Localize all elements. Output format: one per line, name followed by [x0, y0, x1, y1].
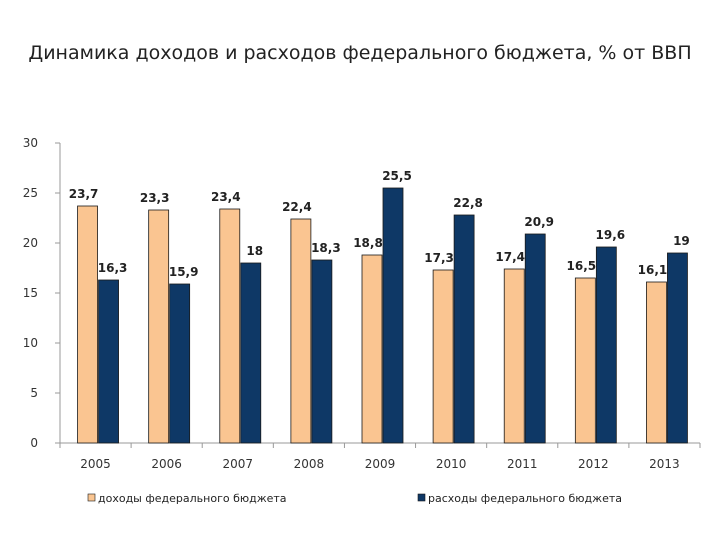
bar-revenue: [77, 205, 98, 444]
bar-revenue: [646, 281, 667, 444]
y-tick-label: 25: [23, 186, 38, 200]
data-labels: 23,7 23,3 23,4 22,4 18,8 17,3 17,4 16,5 16,1 16,3…: [69, 169, 690, 279]
data-label: 17,4: [495, 250, 525, 264]
x-tick-label: 2013: [649, 457, 680, 471]
x-tick-label: 2005: [80, 457, 111, 471]
legend: доходы федерального бюджета расходы федер…: [87, 492, 622, 505]
bar-expenses: [595, 246, 617, 444]
x-tick-label: 2006: [151, 457, 182, 471]
x-tick-label: 2008: [294, 457, 325, 471]
data-label: 16,3: [98, 261, 128, 275]
legend-swatch: [417, 493, 426, 502]
data-label: 20,9: [524, 215, 554, 229]
data-label: 23,3: [140, 191, 170, 205]
bar-revenue: [148, 209, 170, 444]
data-label: 19,6: [596, 228, 626, 242]
legend-label: расходы федерального бюджета: [428, 492, 622, 505]
bar-expenses: [453, 214, 475, 444]
y-tick-label: 0: [30, 436, 38, 450]
data-label: 23,7: [69, 187, 99, 201]
data-label: 18,3: [311, 241, 341, 255]
y-tick-label: 15: [23, 286, 38, 300]
legend-label: доходы федерального бюджета: [98, 492, 287, 505]
data-label: 15,9: [169, 265, 199, 279]
data-label: 23,4: [211, 190, 241, 204]
x-tick-label: 2011: [507, 457, 538, 471]
bar-expenses: [311, 259, 333, 444]
bar-revenue: [432, 269, 454, 444]
data-label: 25,5: [382, 169, 412, 183]
data-label: 18: [246, 244, 263, 258]
x-tick-label: 2009: [365, 457, 396, 471]
data-label: 16,1: [638, 263, 668, 277]
x-tick-label: 2012: [578, 457, 609, 471]
bar-expenses: [98, 279, 119, 444]
y-axis: 0 5 10 15 20 25 30: [23, 136, 61, 450]
y-tick-label: 20: [23, 236, 38, 250]
data-label: 18,8: [353, 236, 383, 250]
data-label: 22,8: [453, 196, 483, 210]
bar-revenue: [290, 218, 312, 444]
y-tick-label: 10: [23, 336, 38, 350]
bar-revenue: [503, 268, 525, 444]
chart-title: Динамика доходов и расходов федерального…: [28, 42, 692, 64]
bar-expenses: [524, 233, 546, 444]
bar-revenue: [219, 208, 241, 444]
bar-expenses: [240, 262, 262, 444]
data-label: 19: [673, 234, 690, 248]
bars: [77, 187, 688, 444]
bar-expenses: [169, 283, 191, 444]
data-label: 17,3: [424, 251, 454, 265]
bar-revenue: [361, 254, 383, 444]
bar-revenue: [574, 277, 596, 444]
x-axis: 2005 2006 2007 2008 2009 2010 2011 2012 2013: [59, 442, 701, 471]
bar-expenses: [382, 187, 404, 444]
data-label: 22,4: [282, 200, 312, 214]
y-tick-label: 5: [30, 386, 38, 400]
y-tick-label: 30: [23, 136, 38, 150]
data-label: 16,5: [567, 259, 597, 273]
bar-expenses: [667, 252, 688, 444]
x-tick-label: 2007: [223, 457, 254, 471]
x-tick-label: 2010: [436, 457, 467, 471]
legend-swatch: [87, 493, 96, 502]
